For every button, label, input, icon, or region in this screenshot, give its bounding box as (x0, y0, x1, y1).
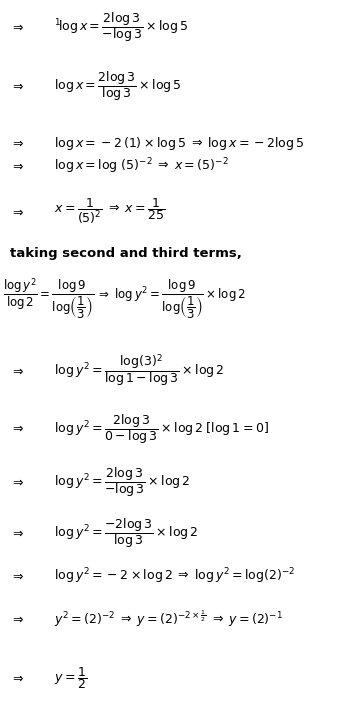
Text: $\Rightarrow$: $\Rightarrow$ (10, 137, 25, 150)
Text: $\Rightarrow$: $\Rightarrow$ (10, 476, 25, 489)
Text: $\log x = -2\,(1) \times \log 5 \;\Rightarrow\; \log x = -2\log 5$: $\log x = -2\,(1) \times \log 5 \;\Right… (54, 135, 305, 152)
Text: $\Rightarrow$: $\Rightarrow$ (10, 526, 25, 539)
Text: $\Rightarrow$: $\Rightarrow$ (10, 612, 25, 625)
Text: $\Rightarrow$: $\Rightarrow$ (10, 160, 25, 173)
Text: $\log y^{2} = \dfrac{-2\log 3}{\log 3} \times \log 2$: $\log y^{2} = \dfrac{-2\log 3}{\log 3} \… (54, 516, 199, 550)
Text: $y^{2} = (2)^{-2} \;\Rightarrow\; y = (2)^{-2 \times \frac{1}{2}} \;\Rightarrow\: $y^{2} = (2)^{-2} \;\Rightarrow\; y = (2… (54, 609, 283, 629)
Text: $\Rightarrow$: $\Rightarrow$ (10, 569, 25, 582)
Text: $\Rightarrow$: $\Rightarrow$ (10, 422, 25, 435)
Text: $\log y^{2} = \dfrac{2\log 3}{0 - \log 3} \times \log 2 \;[\log 1 = 0]$: $\log y^{2} = \dfrac{2\log 3}{0 - \log 3… (54, 411, 269, 446)
Text: $\Rightarrow$: $\Rightarrow$ (10, 205, 25, 218)
Text: $\Rightarrow$: $\Rightarrow$ (10, 80, 25, 93)
Text: $x = \dfrac{1}{(5)^{2}} \;\Rightarrow\; x = \dfrac{1}{25}$: $x = \dfrac{1}{(5)^{2}} \;\Rightarrow\; … (54, 197, 165, 226)
Text: $\log x = \log\,(5)^{-2} \;\Rightarrow\; x = (5)^{-2}$: $\log x = \log\,(5)^{-2} \;\Rightarrow\;… (54, 157, 229, 177)
Text: $\Rightarrow$: $\Rightarrow$ (10, 672, 25, 685)
Text: $\Rightarrow$: $\Rightarrow$ (10, 21, 25, 34)
Text: $\dfrac{\log y^{2}}{\log 2} = \dfrac{\log 9}{\log\!\left(\dfrac{1}{3}\right)} \;: $\dfrac{\log y^{2}}{\log 2} = \dfrac{\lo… (3, 276, 246, 322)
Text: ${}^{1}\!\log x = \dfrac{2\log 3}{-\log 3} \times \log 5$: ${}^{1}\!\log x = \dfrac{2\log 3}{-\log … (54, 10, 188, 45)
Text: $\log y^{2} = \dfrac{2\log 3}{-\log 3} \times \log 2$: $\log y^{2} = \dfrac{2\log 3}{-\log 3} \… (54, 465, 191, 500)
Text: taking second and third terms,: taking second and third terms, (10, 247, 242, 260)
Text: $\log x = \dfrac{2\log 3}{\log 3} \times \log 5$: $\log x = \dfrac{2\log 3}{\log 3} \times… (54, 69, 182, 103)
Text: $y = \dfrac{1}{2}$: $y = \dfrac{1}{2}$ (54, 666, 87, 691)
Text: $\log y^{2} = -2 \times \log 2 \;\Rightarrow\; \log y^{2} = \log(2)^{-2}$: $\log y^{2} = -2 \times \log 2 \;\Righta… (54, 566, 295, 586)
Text: $\Rightarrow$: $\Rightarrow$ (10, 365, 25, 378)
Text: $\log y^{2} = \dfrac{\log(3)^{2}}{\log 1 - \log 3} \times \log 2$: $\log y^{2} = \dfrac{\log(3)^{2}}{\log 1… (54, 353, 224, 389)
